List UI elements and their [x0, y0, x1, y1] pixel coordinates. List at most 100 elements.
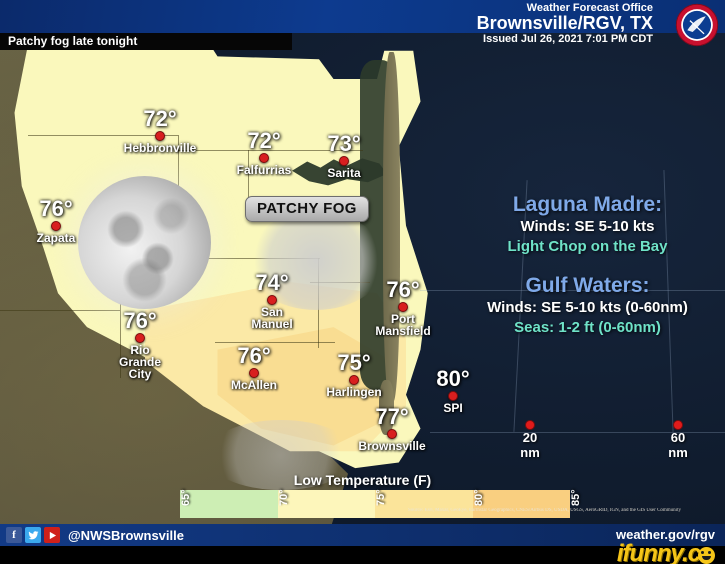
temperature-value: 80°	[436, 366, 470, 391]
south-padre-island	[379, 380, 394, 435]
temperature-value: 72°	[143, 106, 177, 131]
nm-unit: nm	[520, 445, 540, 460]
smiley-icon	[698, 547, 715, 564]
legend-swatch-1	[277, 490, 375, 518]
subtitle-bar	[0, 33, 292, 50]
nm-value: 60	[670, 430, 686, 445]
city-marker-dot	[135, 333, 145, 343]
temperature-value: 76°	[386, 277, 420, 302]
nm-marker-20: 20 nm	[507, 420, 553, 460]
temperature-value: 76°	[123, 308, 157, 333]
office-info: Weather Forecast Office Brownsville/RGV,…	[477, 2, 653, 45]
temperature-value: 77°	[375, 404, 409, 429]
legend-tick: 75°	[375, 489, 387, 506]
marine-zone-line	[430, 432, 725, 433]
city-name: SPI	[443, 401, 463, 415]
nm-value: 20	[522, 430, 538, 445]
office-label: Weather Forecast Office	[526, 2, 653, 14]
city-temp-falfurrias: 72° Falfurrias	[216, 128, 312, 177]
social-handle[interactable]: @NWSBrownsville	[68, 527, 184, 543]
nm-marker-dot	[673, 420, 683, 430]
header-bar	[0, 0, 725, 33]
county-boundary	[0, 310, 120, 311]
full-moon-icon	[78, 176, 211, 309]
city-name: Zapata	[36, 231, 76, 245]
county-boundary	[248, 150, 249, 208]
twitter-icon[interactable]	[25, 527, 41, 543]
city-marker-dot	[259, 153, 269, 163]
legend-tick: 65°	[180, 489, 192, 506]
website-link[interactable]: weather.gov/rgv	[616, 527, 715, 542]
city-name: Port Mansfield	[375, 312, 431, 338]
temperature-value: 75°	[337, 350, 371, 375]
ifunny-watermark: ifunny.c	[617, 540, 715, 564]
ifunny-text: ifunny.c	[616, 540, 701, 564]
temperature-value: 76°	[237, 343, 271, 368]
issued-time: Issued Jul 26, 2021 7:01 PM CDT	[483, 33, 653, 45]
city-marker-dot	[448, 391, 458, 401]
social-links[interactable]: f @NWSBrownsville	[6, 527, 184, 543]
city-marker-dot	[51, 221, 61, 231]
legend-tick: 80°	[472, 489, 485, 506]
youtube-icon[interactable]	[44, 527, 60, 543]
city-marker-dot	[249, 368, 259, 378]
city-temp-rio-grande-city: 76° Rio Grande City	[92, 308, 188, 381]
map-attribution: Source: Esri, Maxar, GeoEye, Earthstar G…	[408, 508, 681, 513]
city-temp-hebbronville: 72° Hebbronville	[112, 106, 208, 155]
legend-tick: 70°	[277, 489, 290, 506]
nm-marker-60: 60 nm	[655, 420, 701, 460]
patchy-fog-badge: PATCHY FOG	[245, 196, 369, 222]
legend-swatch-2	[375, 490, 473, 518]
legend-title: Low Temperature (F)	[293, 472, 432, 488]
city-name: McAllen	[230, 378, 277, 392]
laguna-madre-winds: Winds: SE 5-10 kts	[520, 218, 655, 235]
city-name: San Manuel	[251, 305, 293, 331]
city-temp-sarita: 73° Sarita	[296, 131, 392, 180]
city-temp-port-mansfield: 76° Port Mansfield	[355, 277, 451, 338]
city-temp-spi: 80° SPI	[405, 366, 501, 415]
temperature-value: 74°	[255, 270, 289, 295]
city-temp-mcallen: 76° McAllen	[206, 343, 302, 392]
city-name: Falfurrias	[236, 163, 292, 177]
patchy-fog-label: PATCHY FOG	[257, 200, 357, 217]
temperature-value: 73°	[327, 131, 361, 156]
city-temp-harlingen: 75° Harlingen	[306, 350, 402, 399]
county-boundary	[28, 135, 178, 136]
fog-cloud	[206, 420, 356, 490]
laguna-madre-seas: Light Chop on the Bay	[507, 238, 668, 255]
temperature-value: 76°	[39, 196, 73, 221]
facebook-icon[interactable]: f	[6, 527, 22, 543]
bottom-black-band	[0, 546, 725, 564]
county-boundary	[215, 342, 335, 343]
city-marker-dot	[339, 156, 349, 166]
city-name: Sarita	[327, 166, 361, 180]
city-temp-brownsville: 77° Brownsville	[344, 404, 440, 453]
marine-forecast-panel: Laguna Madre: Winds: SE 5-10 kts Light C…	[455, 192, 720, 338]
county-boundary	[178, 150, 363, 151]
city-marker-dot	[387, 429, 397, 439]
laguna-madre-title: Laguna Madre:	[512, 193, 663, 216]
legend-swatch-3	[472, 490, 570, 518]
city-temp-san-manuel: 74° San Manuel	[224, 270, 320, 331]
temperature-value: 72°	[247, 128, 281, 153]
city-marker-dot	[349, 375, 359, 385]
fog-cloud	[246, 212, 386, 310]
gulf-waters-title: Gulf Waters:	[525, 274, 650, 297]
page-subtitle: Patchy fog late tonight	[8, 34, 138, 48]
gulf-waters-seas: Seas: 1-2 ft (0-60nm)	[514, 319, 661, 336]
city-marker-dot	[398, 302, 408, 312]
legend-swatch-0	[180, 490, 278, 518]
county-boundary	[120, 258, 121, 378]
city-name: Rio Grande City	[118, 343, 161, 381]
city-marker-dot	[267, 295, 277, 305]
padre-island	[383, 52, 400, 402]
nm-marker-dot	[525, 420, 535, 430]
city-name: Hebbronville	[123, 141, 197, 155]
gulf-waters-winds: Winds: SE 5-10 kts (0-60nm)	[487, 299, 688, 316]
city-name: Brownsville	[358, 439, 426, 453]
temperature-color-bar	[180, 490, 570, 518]
city-temp-zapata: 76° Zapata	[8, 196, 104, 245]
footer-bar	[0, 524, 725, 546]
